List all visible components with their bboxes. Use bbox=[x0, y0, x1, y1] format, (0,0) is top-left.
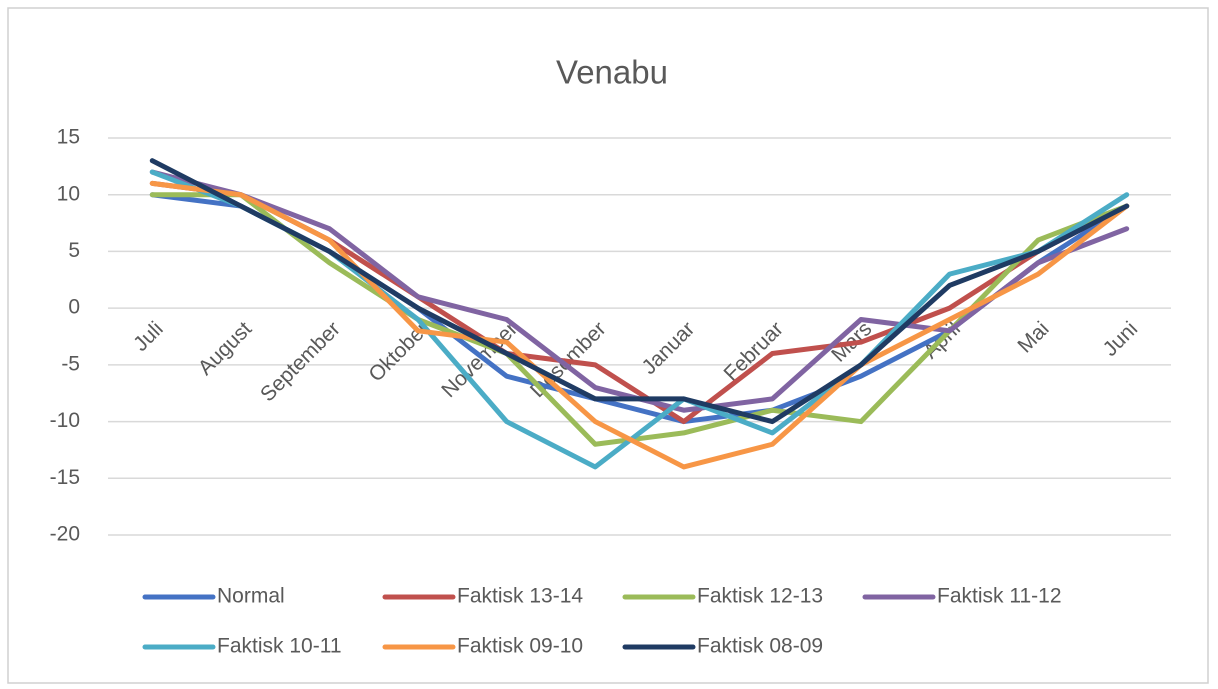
y-tick-label: -5 bbox=[61, 352, 80, 375]
legend-label: Faktisk 11-12 bbox=[937, 585, 1062, 608]
y-tick-label: 15 bbox=[57, 126, 80, 149]
y-tick-label: 10 bbox=[57, 182, 80, 205]
y-tick-label: 0 bbox=[68, 296, 80, 319]
chart-title: Venabu bbox=[556, 54, 668, 91]
chart-frame bbox=[7, 7, 1209, 684]
y-tick-label: -20 bbox=[50, 523, 80, 546]
series-line bbox=[149, 180, 1130, 470]
y-tick-label: 5 bbox=[68, 239, 80, 262]
y-tick-label: -15 bbox=[50, 466, 80, 489]
y-tick-label: -10 bbox=[50, 409, 80, 432]
legend-label: Faktisk 08-09 bbox=[697, 635, 823, 658]
series-line bbox=[149, 192, 1130, 447]
series-line bbox=[149, 158, 1130, 425]
legend-label: Normal bbox=[217, 585, 285, 608]
legend-label: Faktisk 13-14 bbox=[457, 585, 583, 608]
legend-label: Faktisk 09-10 bbox=[457, 635, 583, 658]
legend-label: Faktisk 12-13 bbox=[697, 585, 823, 608]
legend-label: Faktisk 10-11 bbox=[217, 635, 342, 658]
